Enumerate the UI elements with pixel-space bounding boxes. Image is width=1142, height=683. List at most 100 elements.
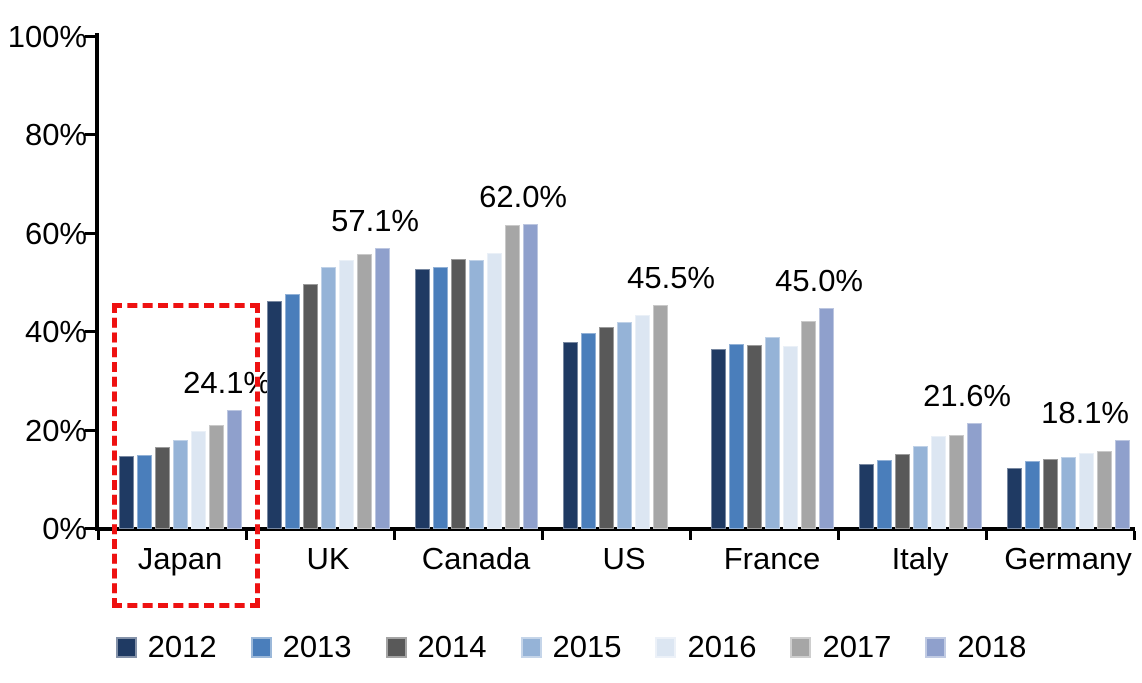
legend-item-2017: 2017 <box>790 629 891 665</box>
x-axis-tick-1 <box>245 531 248 540</box>
bar-france-2012 <box>710 349 726 529</box>
legend-swatch-2012 <box>115 636 137 658</box>
data-label-japan: 24.1% <box>183 365 271 401</box>
legend-item-2016: 2016 <box>655 629 756 665</box>
bar-uk-2017 <box>356 254 372 529</box>
bar-france-2017 <box>800 320 816 529</box>
bar-italy-2016 <box>930 436 946 529</box>
legend-label-2014: 2014 <box>417 629 487 664</box>
bar-us-2014 <box>598 327 614 529</box>
y-tick-label-100: 100% <box>7 19 87 54</box>
y-tick-label-20: 20% <box>24 412 87 448</box>
x-label-uk: UK <box>306 541 350 576</box>
y-tick-60 <box>85 231 97 235</box>
category-group-germany <box>994 29 1142 529</box>
bar-uk-2012 <box>266 301 282 529</box>
legend-swatch-2013 <box>250 636 272 658</box>
bar-canada-2017 <box>504 225 520 529</box>
bar-uk-2018 <box>374 248 390 529</box>
legend-item-2014: 2014 <box>385 629 487 665</box>
y-tick-label-80: 80% <box>24 117 87 153</box>
bar-canada-2015 <box>468 260 484 529</box>
data-label-germany: 18.1% <box>1041 394 1129 430</box>
bar-japan-2013 <box>136 455 152 529</box>
x-label-germany: Germany <box>1004 541 1132 576</box>
bar-germany-2018 <box>1114 439 1130 529</box>
bar-france-2016 <box>782 345 798 529</box>
y-tick-label-40: 40% <box>24 314 87 350</box>
legend-label-2018: 2018 <box>957 629 1027 664</box>
bar-italy-2012 <box>858 463 874 529</box>
bar-france-2015 <box>764 336 780 529</box>
y-tick-label-60: 60% <box>24 215 87 251</box>
y-tick-40 <box>85 330 97 334</box>
bar-germany-2017 <box>1096 450 1112 529</box>
y-tick-20 <box>85 428 97 432</box>
y-tick-100 <box>85 35 97 38</box>
legend-label-2017: 2017 <box>822 629 892 664</box>
bar-italy-2014 <box>894 453 910 529</box>
bar-canada-2014 <box>450 259 466 529</box>
data-label-us: 45.5% <box>627 260 715 296</box>
x-label-us: US <box>602 541 646 576</box>
category-group-uk <box>254 29 402 529</box>
bar-canada-2012 <box>414 268 430 529</box>
legend-label-2015: 2015 <box>552 629 622 664</box>
bar-uk-2013 <box>284 294 300 529</box>
x-axis-tick-5 <box>837 531 840 540</box>
data-label-uk: 57.1% <box>331 203 419 239</box>
bar-italy-2017 <box>948 435 964 529</box>
bar-italy-2018 <box>966 422 982 529</box>
y-tick-label-0: 0% <box>42 511 87 546</box>
legend-swatch-2018 <box>925 636 947 658</box>
bar-italy-2013 <box>876 460 892 529</box>
legend-swatch-2015 <box>520 636 542 658</box>
legend-swatch-2017 <box>790 636 812 658</box>
bar-japan-2015 <box>172 440 188 529</box>
bar-germany-2013 <box>1024 461 1040 529</box>
x-axis-tick-6 <box>985 531 988 540</box>
x-axis-tick-3 <box>541 531 544 540</box>
legend-label-2013: 2013 <box>282 629 352 664</box>
bar-canada-2016 <box>486 253 502 529</box>
legend-item-2018: 2018 <box>925 629 1026 665</box>
bar-canada-2018 <box>522 223 538 529</box>
y-tick-80 <box>85 133 97 137</box>
category-group-canada <box>402 29 550 529</box>
bar-japan-2012 <box>118 456 134 529</box>
x-axis-tick-4 <box>689 531 692 540</box>
legend-label-2012: 2012 <box>147 629 217 664</box>
data-label-canada: 62.0% <box>479 178 567 214</box>
category-group-us <box>550 29 698 529</box>
y-tick-0 <box>85 527 97 530</box>
bar-uk-2015 <box>320 266 336 529</box>
legend-swatch-2016 <box>655 636 677 658</box>
legend: 2012 2013 2014 2015 2016 2017 2018 <box>0 627 1142 667</box>
legend-item-2013: 2013 <box>250 629 352 665</box>
bar-italy-2015 <box>912 446 928 529</box>
bar-us-2016 <box>634 314 650 529</box>
bar-germany-2015 <box>1060 456 1076 529</box>
bar-japan-2017 <box>208 425 224 529</box>
bar-uk-2014 <box>302 283 318 529</box>
bar-us-2013 <box>580 332 596 529</box>
x-axis-tick-2 <box>393 531 396 540</box>
x-axis-line <box>95 527 1135 531</box>
bar-france-2014 <box>746 345 762 529</box>
bar-us-2017 <box>652 305 668 529</box>
category-group-italy <box>846 29 994 529</box>
bar-germany-2014 <box>1042 459 1058 529</box>
x-label-canada: Canada <box>421 541 531 576</box>
legend-label-2016: 2016 <box>687 629 757 664</box>
bar-us-2015 <box>616 322 632 529</box>
data-label-france: 45.0% <box>775 262 863 298</box>
x-label-france: France <box>723 541 821 576</box>
bar-france-2013 <box>728 344 744 529</box>
x-axis-tick-0 <box>97 531 100 540</box>
bar-france-2018 <box>818 307 834 529</box>
bar-japan-2018 <box>226 410 242 529</box>
bar-canada-2013 <box>432 266 448 529</box>
data-label-italy: 21.6% <box>923 377 1011 413</box>
x-label-italy: Italy <box>891 541 949 576</box>
